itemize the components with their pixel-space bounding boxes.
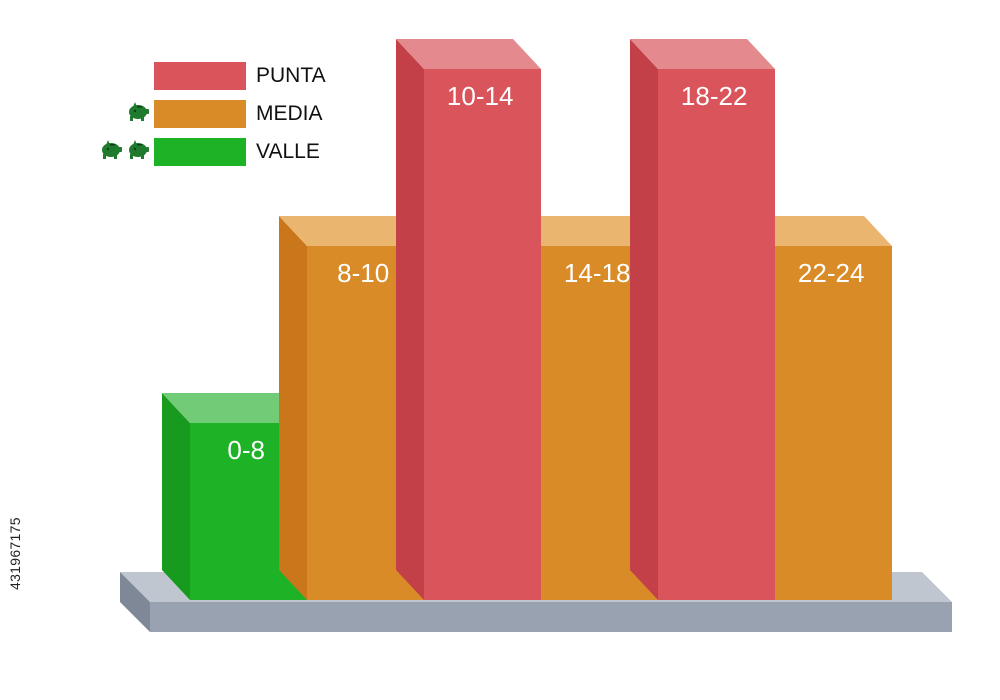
legend-item-media: MEDIA — [90, 100, 323, 128]
piggy-bank-icon — [99, 139, 123, 166]
bar-top-face — [630, 39, 775, 69]
legend-label: PUNTA — [256, 64, 326, 87]
base-side — [120, 572, 150, 632]
bar-front-face — [775, 246, 892, 600]
bar-18-22: 18-22 — [630, 39, 775, 600]
bar-side-face — [630, 39, 658, 600]
bar-label: 18-22 — [681, 81, 748, 111]
legend-swatch — [154, 138, 246, 166]
piggy-bank-icon — [126, 139, 150, 166]
bar-10-14: 10-14 — [396, 39, 541, 600]
bar-top-face — [747, 216, 892, 246]
bar-front-face — [424, 69, 541, 600]
bar-top-face — [279, 216, 424, 246]
bar-label: 22-24 — [798, 258, 865, 288]
bar-side-face — [162, 393, 190, 600]
legend-swatch — [154, 100, 246, 128]
legend-item-punta: PUNTA — [90, 62, 326, 90]
bar-label: 0-8 — [227, 435, 265, 465]
legend-label: VALLE — [256, 140, 320, 163]
piggy-bank-icon — [126, 101, 150, 128]
bar-side-face — [396, 39, 424, 600]
bar-label: 8-10 — [337, 258, 389, 288]
bar-top-face — [396, 39, 541, 69]
stock-id-text: 431967175 — [7, 517, 23, 590]
legend-icons — [90, 101, 154, 128]
legend-item-valle: VALLE — [90, 138, 320, 166]
legend-swatch — [154, 62, 246, 90]
legend-icons — [90, 139, 154, 166]
bar-label: 10-14 — [447, 81, 514, 111]
bar-side-face — [279, 216, 307, 600]
bars: 0-8 8-10 14-18 22-24 10-14 18-22 — [162, 39, 892, 600]
legend-label: MEDIA — [256, 102, 323, 125]
bar-front-face — [658, 69, 775, 600]
bar-top-face — [162, 393, 307, 423]
bar-label: 14-18 — [564, 258, 631, 288]
bar-top-face — [513, 216, 658, 246]
base-front — [150, 602, 952, 632]
